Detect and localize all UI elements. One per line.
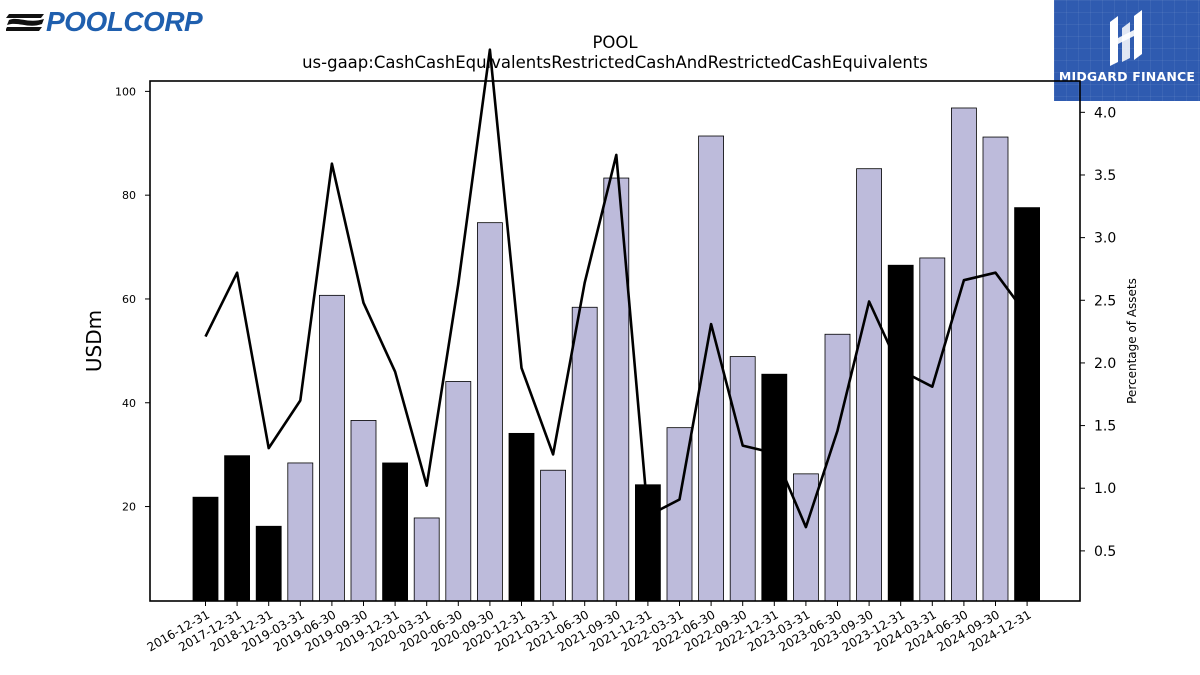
bar [224,455,251,602]
bar [508,432,535,602]
bar [255,525,282,602]
bar [887,264,914,602]
chart-subtitle: us-gaap:CashCashEquivalentsRestrictedCas… [302,53,928,72]
bar [192,496,219,602]
bar [856,168,882,602]
bar [951,107,977,602]
y-tick-label: 20 [122,501,136,514]
bar [445,381,472,602]
bar [571,306,598,602]
bar [413,517,440,602]
y-right-tick-label: 0.5 [1094,544,1116,560]
y-tick-label: 40 [122,397,136,410]
bar [318,294,345,602]
bar [982,136,1009,602]
bar [824,333,851,602]
bar [793,473,819,602]
y-axis-label: USDm [82,310,106,372]
y-tick-label: 80 [122,189,136,202]
midgard-logo-text: MIDGARD FINANCE [1058,69,1196,84]
bars-layer [192,107,1040,602]
chart-title: POOL [592,33,638,52]
y-axis-right: 0.5 1.0 1.5 2.0 2.5 3.0 3.5 4.0 [1080,105,1116,560]
bar [1014,207,1040,602]
bar [919,257,946,602]
series-line [204,48,1029,529]
y-right-tick-label: 2.0 [1094,356,1116,372]
y-right-tick-label: 3.0 [1094,231,1116,247]
y-right-tick-label: 1.5 [1094,419,1116,435]
y-right-tick-label: 1.0 [1094,481,1116,497]
bar [729,356,756,602]
bar [761,373,788,602]
y-axis-left: 20 40 60 80 100 [115,85,150,514]
poolcorp-logo: POOLCORP [5,4,211,37]
y-right-tick-label: 4.0 [1094,105,1116,121]
y-tick-label: 60 [122,293,136,306]
bar [382,462,409,602]
x-axis: 2016-12-312017-12-312018-12-312019-03-31… [145,601,1034,654]
midgard-finance-logo: MIDGARD FINANCE [1054,0,1200,101]
bar [476,222,503,602]
midgard-mark-icon [1110,10,1142,66]
y-tick-label: 100 [115,85,136,98]
y-right-tick-label: 2.5 [1094,293,1116,309]
y-axis-right-label: Percentage of Assets [1125,278,1139,404]
bar [666,427,693,602]
bar [350,420,377,602]
y-right-tick-label: 3.5 [1094,168,1116,184]
bar [540,469,566,602]
plot-frame [149,80,1081,602]
poolcorp-logo-text: POOLCORP [46,6,203,36]
bar [287,462,314,602]
